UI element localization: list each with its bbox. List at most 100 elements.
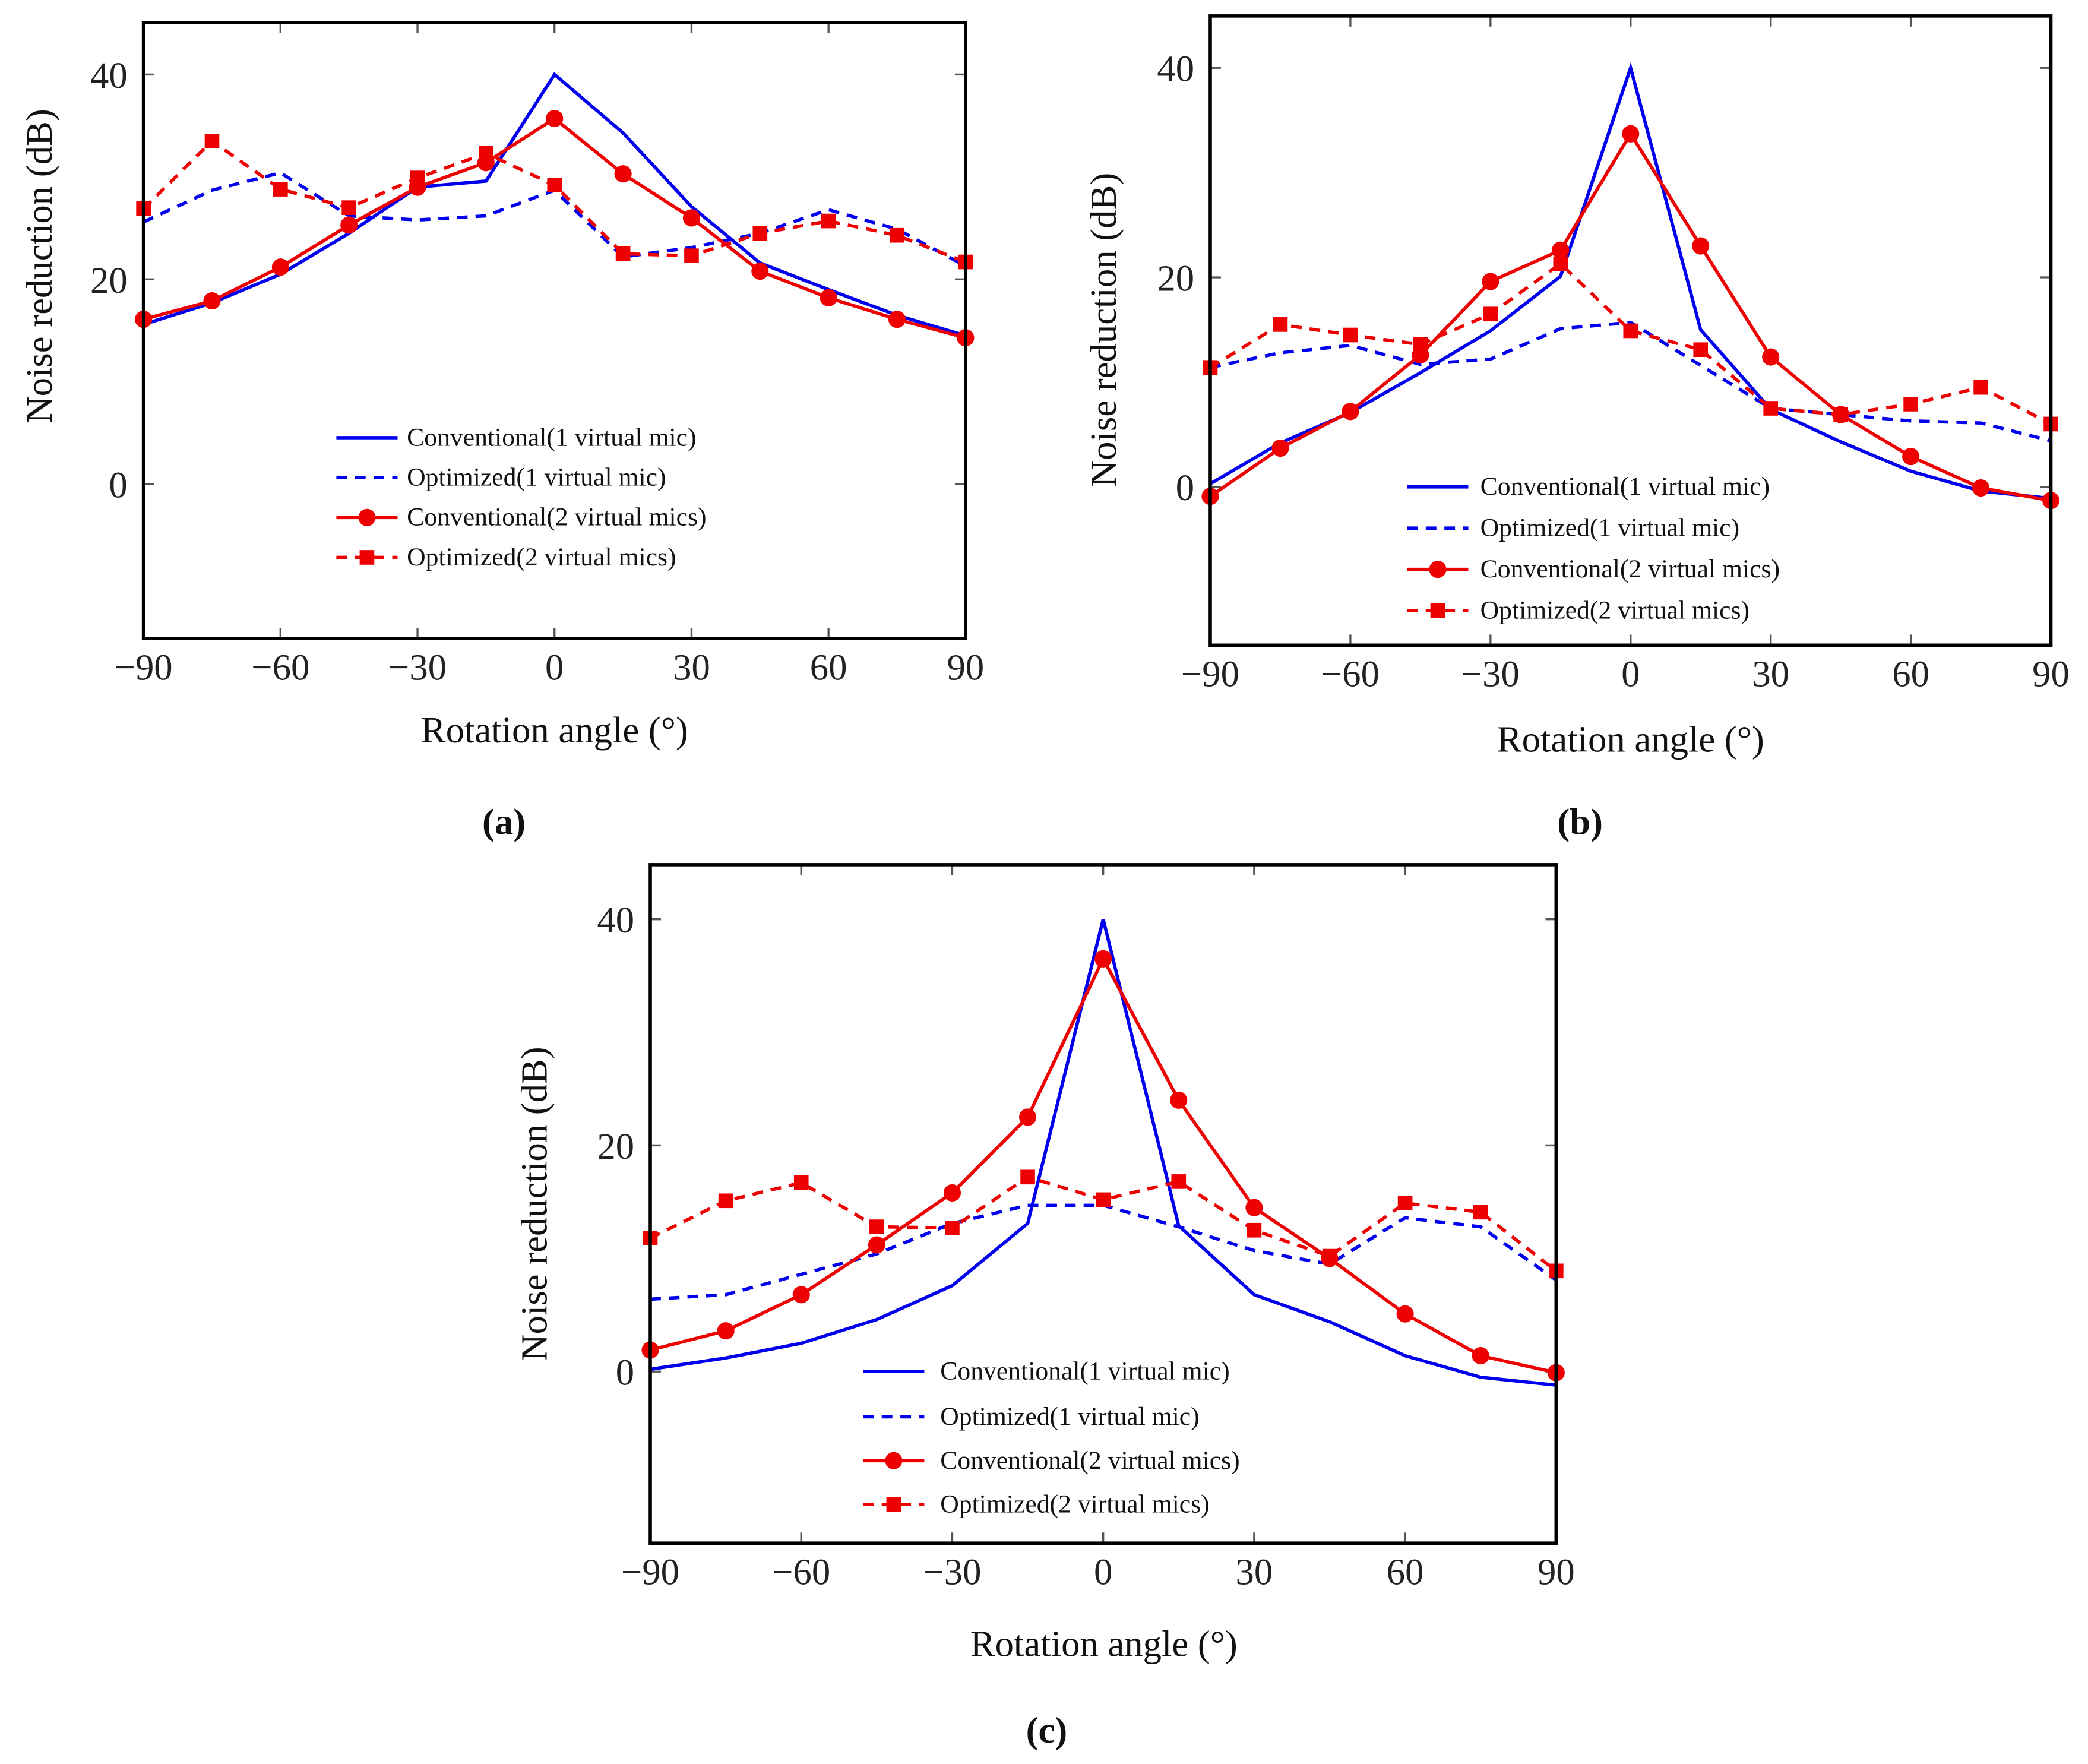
data-point-circle bbox=[682, 209, 701, 227]
data-point-circle bbox=[943, 1184, 961, 1202]
x-tick-label: −90 bbox=[115, 647, 173, 688]
data-point-square bbox=[1171, 1174, 1187, 1189]
data-point-circle bbox=[820, 289, 837, 306]
y-tick-label: 0 bbox=[1176, 467, 1194, 508]
plot-frame bbox=[648, 863, 1558, 1545]
series-line-1 bbox=[650, 1203, 1557, 1301]
data-point-circle bbox=[1692, 237, 1710, 255]
y-tick-label: 20 bbox=[597, 1126, 634, 1167]
data-point-square bbox=[1693, 342, 1709, 358]
x-tick-label: 60 bbox=[1387, 1551, 1424, 1593]
data-point-square bbox=[1483, 306, 1498, 322]
data-point-square bbox=[718, 1193, 733, 1209]
data-point-circle bbox=[1342, 403, 1359, 421]
data-point-circle bbox=[1972, 479, 1990, 497]
plot-frame bbox=[141, 21, 967, 640]
data-point-circle bbox=[1482, 273, 1499, 290]
series-line-2 bbox=[143, 116, 966, 340]
data-point-square bbox=[1273, 317, 1288, 332]
x-tick-label: −30 bbox=[388, 647, 447, 688]
data-point-square bbox=[410, 170, 425, 185]
legend-label: Optimized(2 virtual mics) bbox=[407, 543, 676, 571]
data-point-circle bbox=[792, 1286, 810, 1304]
panel-label: (b) bbox=[1557, 801, 1603, 842]
series-line-2 bbox=[1209, 131, 2052, 502]
y-tick-label: 0 bbox=[109, 464, 127, 506]
data-point-circle bbox=[203, 292, 221, 310]
x-tick-label: 0 bbox=[1621, 653, 1640, 695]
x-axis-label: Rotation angle (°) bbox=[970, 1623, 1238, 1665]
data-point-square bbox=[204, 134, 220, 148]
data-point-circle bbox=[1271, 439, 1289, 457]
legend-marker-circle bbox=[885, 1452, 903, 1469]
y-tick-label: 40 bbox=[90, 55, 128, 96]
data-point-square bbox=[341, 200, 357, 215]
data-point-circle bbox=[1552, 241, 1570, 259]
y-tick-label: 40 bbox=[1157, 48, 1194, 90]
panel-label: (c) bbox=[1026, 1709, 1068, 1751]
y-axis-label: Noise reduction (dB) bbox=[18, 109, 60, 423]
data-point-circle bbox=[1762, 348, 1780, 366]
x-tick-label: 30 bbox=[1752, 653, 1789, 695]
x-axis-label: Rotation angle (°) bbox=[421, 709, 688, 751]
data-point-circle bbox=[614, 165, 632, 183]
data-point-circle bbox=[1019, 1108, 1037, 1126]
data-point-square bbox=[890, 227, 904, 243]
x-tick-label: −90 bbox=[1181, 653, 1239, 695]
series-line-1 bbox=[1210, 320, 2052, 442]
legend-label: Conventional(1 virtual mic) bbox=[1480, 472, 1770, 501]
data-point-square bbox=[1413, 337, 1428, 352]
data-point-square bbox=[793, 1175, 809, 1190]
data-point-square bbox=[1623, 323, 1638, 339]
y-tick-label: 20 bbox=[1157, 257, 1194, 299]
x-tick-label: 60 bbox=[1892, 653, 1929, 695]
x-tick-label: 60 bbox=[810, 647, 847, 688]
y-tick-label: 20 bbox=[90, 260, 128, 301]
chart-panel-b: −90 −60 −30 0 30 60 90 0 20 40 Conventional(1 virt… bbox=[1083, 14, 2070, 842]
x-tick-label: 0 bbox=[545, 647, 564, 688]
legend-label: Conventional(2 virtual mics) bbox=[1480, 555, 1780, 583]
y-axis-label: Noise reduction (dB) bbox=[1083, 173, 1124, 487]
data-point-circle bbox=[1094, 950, 1112, 968]
legend-marker-square bbox=[359, 550, 375, 565]
legend-marker-square bbox=[886, 1497, 901, 1512]
data-point-circle bbox=[1472, 1347, 1489, 1365]
data-point-square bbox=[1473, 1205, 1488, 1220]
series-line-2 bbox=[650, 955, 1556, 1374]
legend-label: Optimized(1 virtual mic) bbox=[1480, 514, 1739, 542]
data-point-square bbox=[821, 213, 836, 229]
data-point-square bbox=[1020, 1169, 1035, 1185]
x-tick-label: 30 bbox=[1236, 1551, 1273, 1593]
data-point-circle bbox=[888, 311, 906, 328]
data-point-circle bbox=[751, 263, 769, 280]
legend-label: Optimized(2 virtual mics) bbox=[940, 1490, 1209, 1519]
data-point-square bbox=[1397, 1196, 1413, 1210]
x-tick-label: −90 bbox=[621, 1551, 679, 1593]
legend-label: Conventional(2 virtual mics) bbox=[940, 1446, 1239, 1475]
series-line-3 bbox=[142, 138, 966, 264]
y-axis-label: Noise reduction (dB) bbox=[513, 1047, 555, 1361]
y-tick-label: 40 bbox=[597, 899, 634, 941]
legend-label: Optimized(1 virtual mic) bbox=[940, 1402, 1199, 1431]
x-tick-label: 90 bbox=[2032, 653, 2070, 695]
data-point-square bbox=[945, 1221, 960, 1235]
legend-label: Optimized(2 virtual mics) bbox=[1480, 596, 1750, 625]
x-tick-label: 90 bbox=[1537, 1551, 1575, 1593]
data-point-circle bbox=[1170, 1091, 1188, 1109]
data-point-circle bbox=[1396, 1305, 1414, 1323]
legend-label: Conventional(1 virtual mic) bbox=[407, 423, 696, 451]
data-point-square bbox=[1903, 397, 1918, 412]
legend-marker-square bbox=[1430, 603, 1445, 618]
legend-marker-circle bbox=[358, 508, 376, 526]
data-point-square bbox=[1553, 256, 1568, 271]
legend-label: Conventional(1 virtual mic) bbox=[940, 1357, 1229, 1386]
y-tick-label: 0 bbox=[616, 1352, 634, 1393]
data-point-square bbox=[1833, 407, 1848, 422]
data-point-square bbox=[547, 178, 562, 193]
data-point-square bbox=[1322, 1248, 1337, 1264]
x-tick-label: 30 bbox=[673, 647, 710, 688]
legend-label: Conventional(2 virtual mics) bbox=[407, 503, 706, 532]
plot-frame bbox=[1208, 14, 2053, 647]
x-tick-label: −30 bbox=[923, 1551, 981, 1593]
data-point-square bbox=[752, 226, 768, 241]
